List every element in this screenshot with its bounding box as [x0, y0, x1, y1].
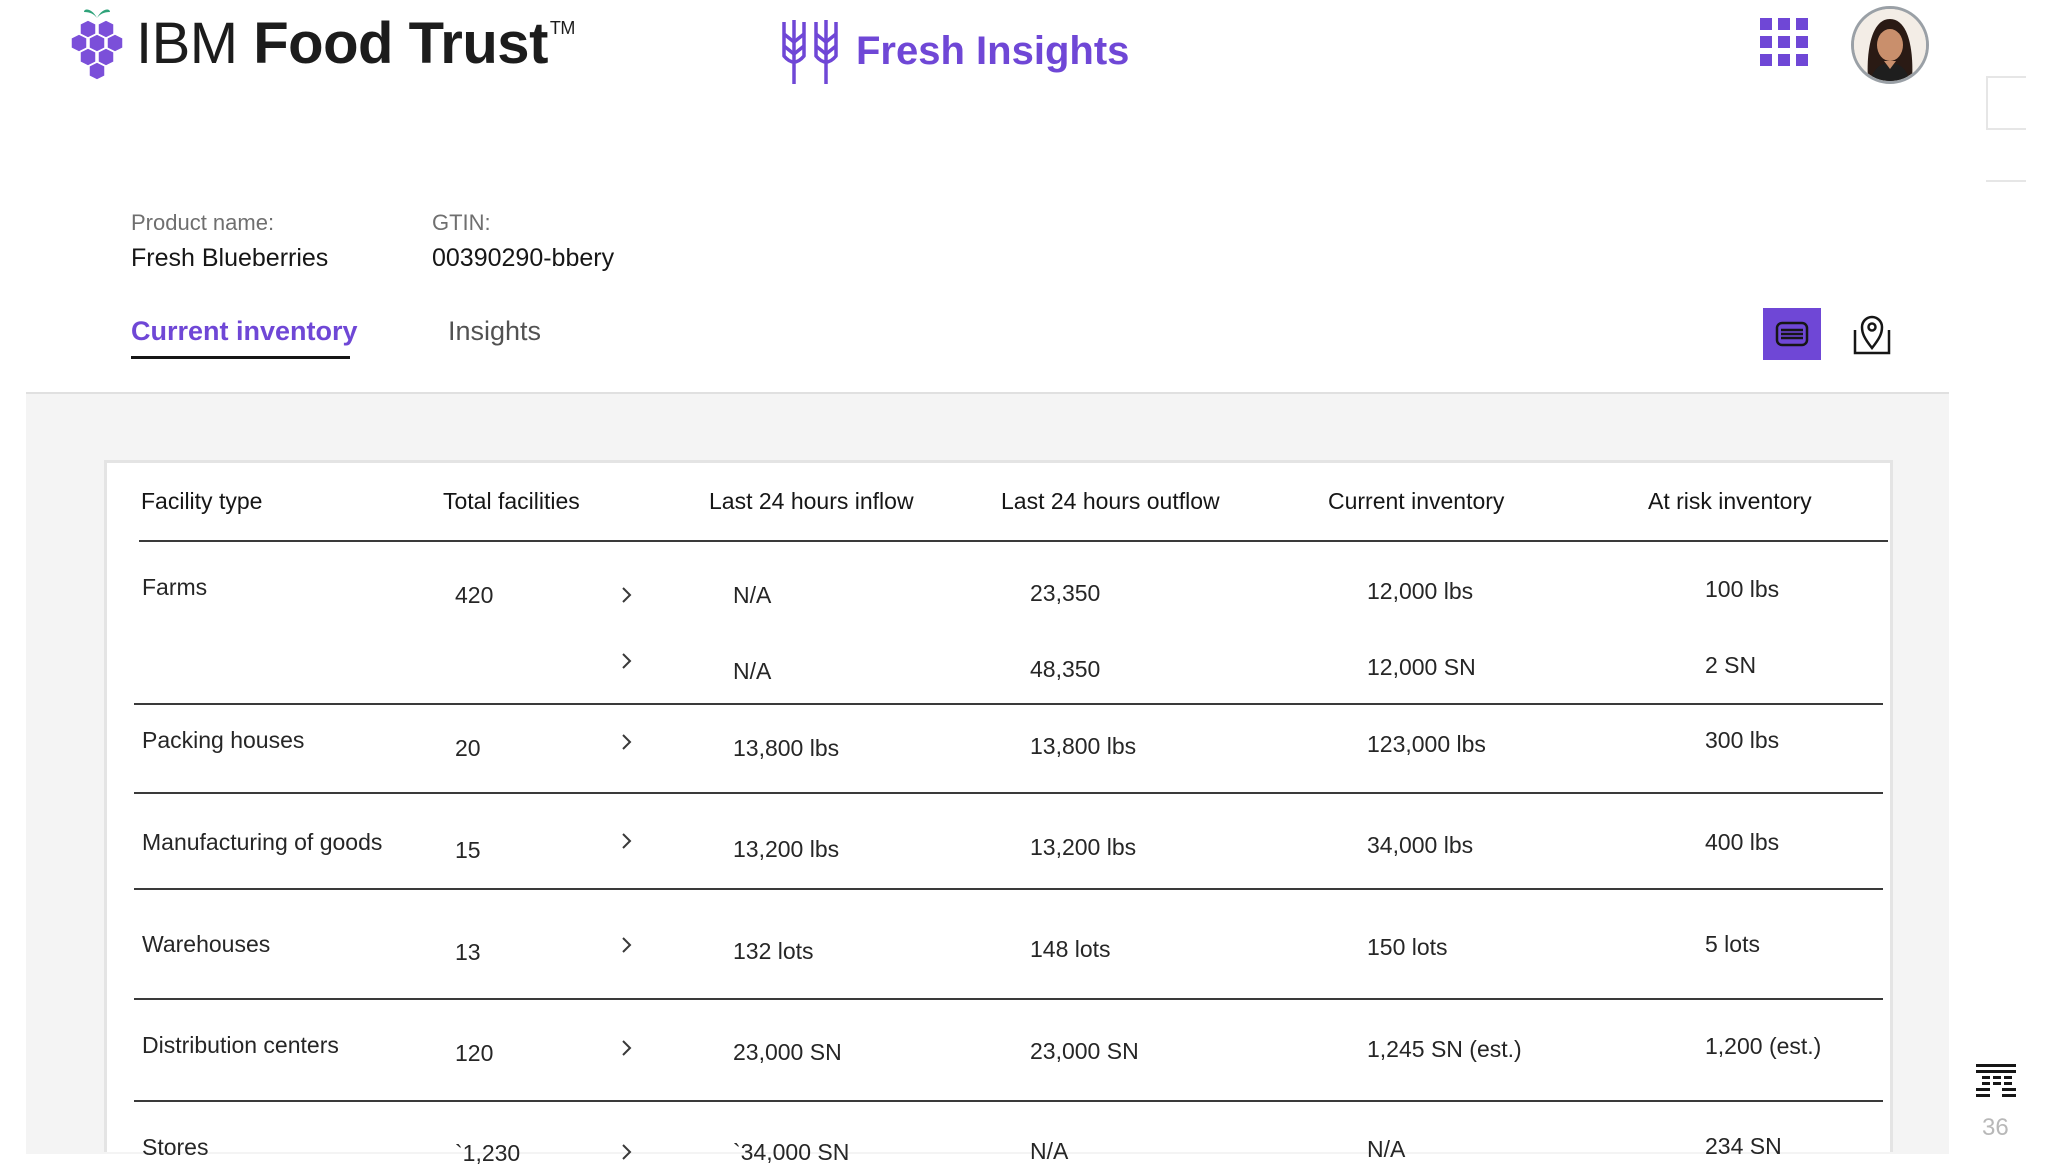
brand-food-trust: Food Trust — [253, 10, 548, 76]
brand-ibm: IBM — [136, 10, 238, 76]
cell-facility: Packing houses — [142, 727, 305, 753]
cell-outflow: 148 lots — [1030, 936, 1111, 962]
cell-inflow: 132 lots — [733, 938, 814, 964]
cell-total: `1,230 — [455, 1140, 521, 1166]
cell-outflow: 23,000 SN — [1030, 1038, 1139, 1064]
cell-total: 15 — [455, 837, 481, 863]
row-divider — [134, 703, 1883, 705]
brand-logo: IBM Food Trust TM — [70, 4, 575, 82]
cell-inflow: N/A — [733, 582, 772, 608]
cell-risk: 2 SN — [1705, 652, 1757, 678]
brand-trademark: TM — [549, 17, 576, 38]
gtin-label: GTIN: — [432, 210, 491, 235]
cell-current: N/A — [1367, 1136, 1406, 1162]
map-pin-icon — [1853, 315, 1891, 355]
cell-risk: 400 lbs — [1705, 829, 1780, 855]
cell-total: 20 — [455, 735, 481, 761]
chevron-right-icon[interactable] — [615, 1037, 637, 1059]
ibm-m-logo-icon — [1976, 1062, 2018, 1098]
header-inflow: Last 24 hours inflow — [709, 488, 914, 514]
cell-risk: 100 lbs — [1705, 576, 1780, 602]
list-icon — [1775, 321, 1809, 347]
cell-outflow: 48,350 — [1030, 656, 1101, 682]
user-avatar[interactable] — [1851, 6, 1929, 84]
row-divider — [134, 1100, 1883, 1102]
cell-risk: 300 lbs — [1705, 727, 1780, 753]
chevron-right-icon[interactable] — [615, 650, 637, 672]
chevron-right-icon[interactable] — [615, 584, 637, 606]
wheat-icon — [782, 20, 838, 84]
cell-outflow: 23,350 — [1030, 580, 1101, 606]
chevron-right-icon[interactable] — [615, 1141, 637, 1163]
cell-facility: Stores — [142, 1134, 209, 1160]
slide-edge-decoration — [1986, 0, 2048, 1152]
header-at-risk: At risk inventory — [1648, 488, 1812, 514]
cell-current: 34,000 lbs — [1367, 832, 1474, 858]
cell-risk: 1,200 (est.) — [1705, 1033, 1822, 1059]
cell-inflow: `34,000 SN — [733, 1139, 850, 1165]
app-name: Fresh Insights — [856, 28, 1130, 73]
gtin-value: 00390290-bbery — [432, 244, 615, 272]
header-divider — [139, 540, 1888, 542]
cell-total: 13 — [455, 939, 481, 965]
cell-outflow: 13,200 lbs — [1030, 834, 1137, 860]
header-facility-type: Facility type — [141, 488, 263, 514]
cell-inflow: 13,800 lbs — [733, 735, 840, 761]
cell-current: 150 lots — [1367, 934, 1448, 960]
cell-total: 120 — [455, 1040, 494, 1066]
chevron-right-icon[interactable] — [615, 830, 637, 852]
header-current-inventory: Current inventory — [1328, 488, 1505, 514]
row-divider — [134, 998, 1883, 1000]
cell-risk: 5 lots — [1705, 931, 1760, 957]
row-divider — [134, 792, 1883, 794]
brand-title: IBM Food Trust TM — [136, 10, 575, 77]
cell-inflow: N/A — [733, 658, 772, 684]
cell-current: 12,000 lbs — [1367, 578, 1474, 604]
app-title: Fresh Insights — [776, 16, 1129, 86]
header-total-facilities: Total facilities — [443, 488, 580, 514]
header-outflow: Last 24 hours outflow — [1001, 488, 1220, 514]
row-divider — [134, 888, 1883, 890]
list-view-button[interactable] — [1763, 308, 1821, 360]
cell-facility: Warehouses — [142, 931, 271, 957]
app-switcher-icon[interactable] — [1760, 18, 1808, 66]
cell-current: 1,245 SN (est.) — [1367, 1036, 1522, 1062]
user-avatar-icon — [1854, 9, 1926, 81]
inventory-table-card — [104, 460, 1893, 1152]
cell-facility: Distribution centers — [142, 1032, 339, 1058]
grape-logo-icon — [70, 9, 124, 81]
chevron-right-icon[interactable] — [615, 934, 637, 956]
cell-inflow: 23,000 SN — [733, 1039, 842, 1065]
cell-facility: Farms — [142, 574, 208, 600]
page-number: 36 — [1982, 1114, 2009, 1141]
tab-insights[interactable]: Insights — [448, 316, 542, 346]
cell-current: 123,000 lbs — [1367, 731, 1486, 757]
cell-inflow: 13,200 lbs — [733, 836, 840, 862]
cell-current: 12,000 SN — [1367, 654, 1476, 680]
cell-outflow: 13,800 lbs — [1030, 733, 1137, 759]
tab-current-inventory[interactable]: Current inventory — [131, 316, 358, 359]
cell-total: 420 — [455, 582, 494, 608]
product-name-label: Product name: — [131, 210, 275, 235]
cell-facility: Manufacturing of goods — [142, 829, 383, 855]
map-view-button[interactable] — [1852, 312, 1892, 356]
cell-risk: 234 SN — [1705, 1133, 1782, 1159]
product-name-value: Fresh Blueberries — [131, 244, 329, 272]
product-name-block: Product name: Fresh Blueberries — [131, 210, 328, 273]
gtin-block: GTIN: 00390290-bbery — [432, 210, 614, 273]
chevron-right-icon[interactable] — [615, 731, 637, 753]
